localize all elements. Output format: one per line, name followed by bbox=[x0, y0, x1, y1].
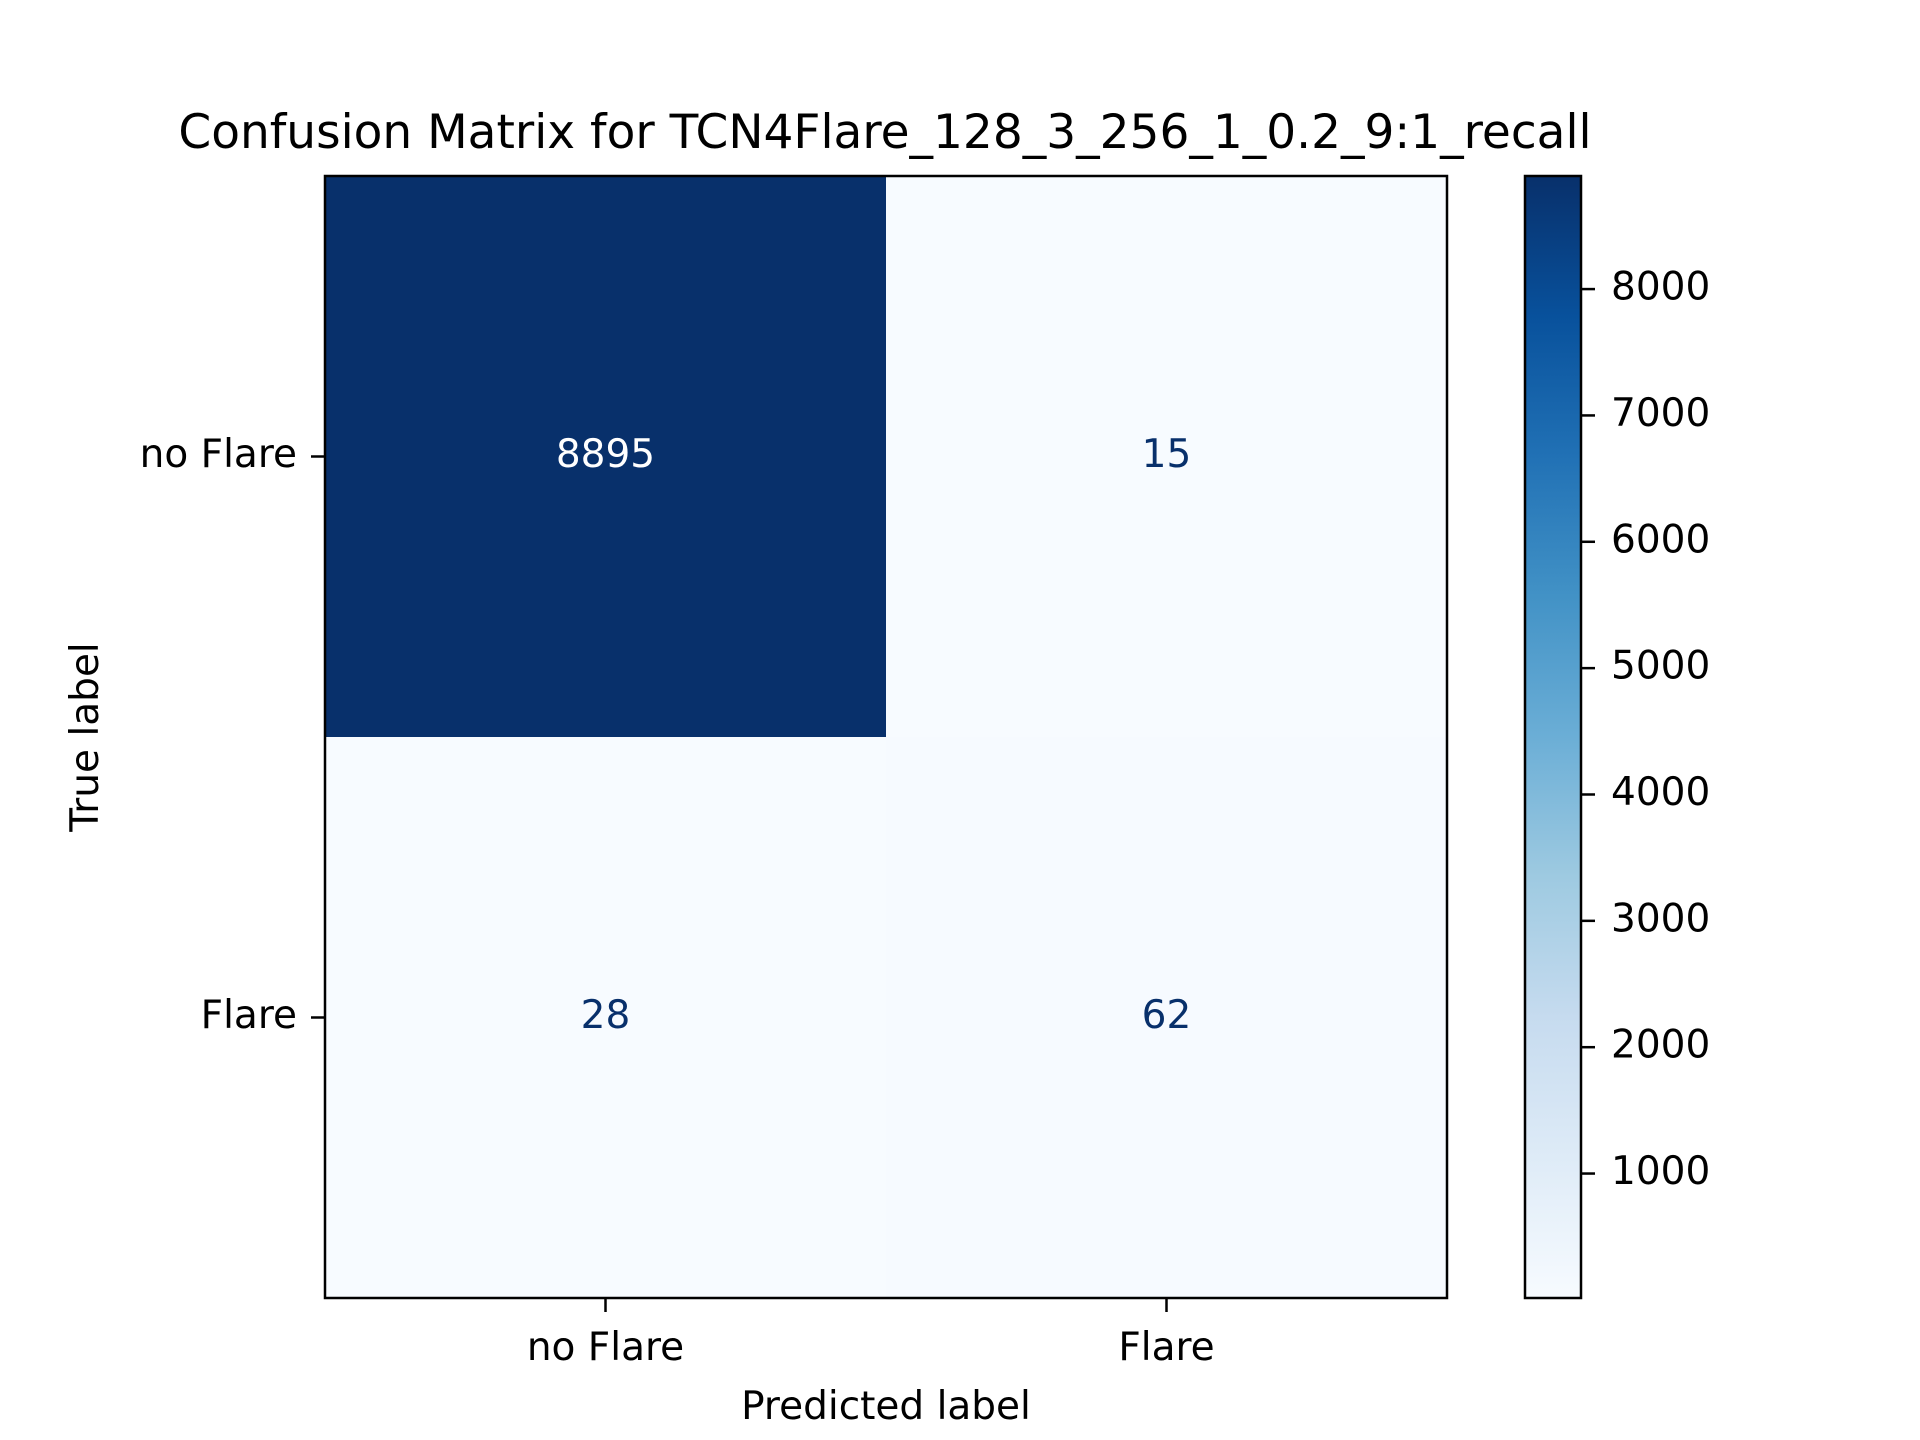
heatmap-cell bbox=[325, 737, 886, 1298]
x-tick-label: Flare bbox=[1118, 1325, 1214, 1370]
x-axis-label: Predicted label bbox=[741, 1384, 1031, 1429]
cell-value-label: 8895 bbox=[556, 432, 655, 477]
colorbar-tick-label: 8000 bbox=[1611, 265, 1710, 310]
heatmap-cell bbox=[886, 737, 1447, 1298]
y-tick-label: no Flare bbox=[140, 432, 297, 477]
x-axis-ticks: no Flare Flare bbox=[527, 1298, 1215, 1370]
heatmap-cell bbox=[325, 176, 886, 737]
colorbar-frame bbox=[1523, 174, 1583, 1300]
chart-title: Confusion Matrix for TCN4Flare_128_3_256… bbox=[178, 105, 1591, 160]
y-axis-label: True label bbox=[63, 642, 108, 833]
cell-value-label: 15 bbox=[1142, 432, 1192, 477]
colorbar-tick-label: 3000 bbox=[1611, 896, 1710, 941]
x-tick-label: no Flare bbox=[527, 1325, 684, 1370]
heatmap-cell bbox=[886, 176, 1447, 737]
colorbar bbox=[1525, 176, 1581, 1298]
y-tick-label: Flare bbox=[201, 993, 297, 1038]
colorbar-tick-label: 7000 bbox=[1611, 391, 1710, 436]
cell-value-label: 62 bbox=[1142, 993, 1192, 1038]
colorbar-tick-label: 1000 bbox=[1611, 1149, 1710, 1194]
colorbar-ticks: 1000 2000 3000 4000 5000 6000 7000 8000 bbox=[1581, 265, 1710, 1194]
cell-value-label: 28 bbox=[581, 993, 631, 1038]
plot-frame bbox=[323, 174, 1449, 1300]
colorbar-tick-label: 4000 bbox=[1611, 770, 1710, 815]
y-axis-ticks: no Flare Flare bbox=[140, 432, 325, 1038]
colorbar-tick-label: 5000 bbox=[1611, 644, 1710, 689]
colorbar-tick-label: 2000 bbox=[1611, 1023, 1710, 1068]
heatmap-cells: 8895 15 28 62 bbox=[325, 176, 1447, 1298]
colorbar-tick-label: 6000 bbox=[1611, 517, 1710, 562]
